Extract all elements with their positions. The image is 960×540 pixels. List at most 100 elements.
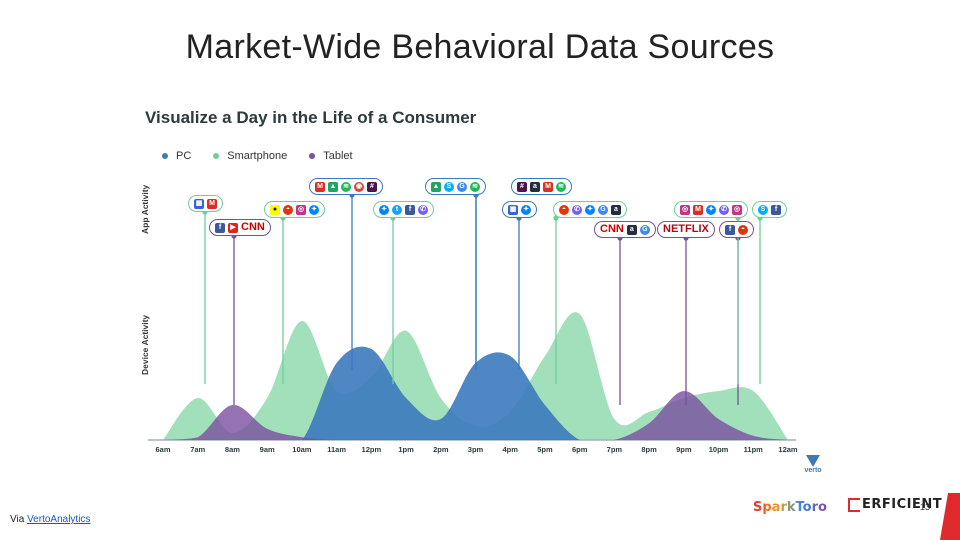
twitter-icon: t [392,204,402,215]
x-tick-label: 12am [778,445,798,454]
messenger-icon: ✦ [379,204,389,215]
app-callout-pill: ▦ M [188,195,223,212]
x-tick-label: 8pm [641,445,657,454]
app-callout-pill: ● ◓ ◎ ✦ [264,201,325,218]
chrome-icon: ◉ [354,181,364,192]
legend-item-pc: PC [162,150,191,162]
facebook-icon: f [725,224,735,235]
legend-label-smartphone: Smartphone [227,150,288,162]
legend-dot-pc [162,153,168,159]
spotify-icon: ≋ [341,181,351,192]
legend-dot-tablet [309,153,316,159]
x-tick-label: 8am [225,445,240,454]
amazon-icon: a [530,181,540,192]
verto-logo-mark [806,455,820,467]
netflix-logo: NETFLIX [663,223,709,235]
slack-icon: # [367,181,377,192]
legend-label-pc: PC [176,150,192,162]
facebook-icon: f [771,204,781,215]
x-tick-label: 2pm [433,445,449,454]
legend-item-tablet: Tablet [309,150,353,162]
viber-icon: ✆ [418,204,428,215]
legend-dot-smartphone [213,153,220,159]
cnn-logo: CNN [241,221,265,233]
calendar-icon: ▦ [194,198,204,209]
legend-label-tablet: Tablet [323,150,353,162]
messenger-icon: ✦ [585,204,595,215]
app-callout-pill: f ◓ [719,221,754,238]
snapchat-icon: ● [270,204,280,215]
verto-logo: verto [800,455,826,474]
facebook-icon: f [215,222,225,233]
skype-icon: S [758,204,768,215]
google-icon: G [457,181,467,192]
x-tick-label: 7am [190,445,205,454]
viber-icon: ✆ [719,204,729,215]
area-series-tablet [163,390,788,440]
source-link[interactable]: VertoAnalytics [27,514,91,525]
drive-icon: ▲ [431,181,441,192]
pokemon-icon: ◓ [283,204,293,215]
google-icon: G [598,204,608,215]
messenger-icon: ✦ [309,204,319,215]
google-icon: G [639,224,650,235]
legend-item-smartphone: Smartphone [213,150,287,162]
viber-icon: ✆ [572,204,582,215]
x-tick-label: 12pm [362,445,382,454]
x-tick-label: 10pm [709,445,729,454]
app-callout-pill: M ▲ ≋ ◉ # [309,178,383,195]
app-callout-pill: ✦ t f ✆ [373,201,434,218]
perficient-logo-text: ERFICIENT [862,497,943,512]
amazon-icon: a [611,204,621,215]
app-callout-pill: ▲ S G ≋ [425,178,486,195]
drive-icon: ▲ [328,181,338,192]
page-number: 13 [920,502,931,512]
messenger-icon: ✦ [706,204,716,215]
x-tick-label: 10am [292,445,312,454]
pokemon-icon: ◓ [559,204,569,215]
gmail-icon: M [315,181,325,192]
x-tick-label: 6pm [572,445,588,454]
app-callout-pill: NETFLIX [657,221,715,238]
app-callout-pill: # a M ≋ [511,178,572,195]
source-prefix: Via [10,514,28,525]
x-tick-label: 11am [327,445,346,454]
facebook-icon: f [405,204,415,215]
verto-logo-text: verto [804,467,822,474]
x-tick-label: 3pm [468,445,484,454]
x-tick-label: 11pm [744,445,764,454]
calendar-icon: ▦ [508,204,518,215]
gmail-icon: M [693,204,703,215]
slack-icon: # [517,181,527,192]
x-tick-label: 7pm [607,445,623,454]
perficient-logo-mark [848,497,860,512]
app-callout-pill: ◎ M ✦ ✆ ◎ [674,201,748,218]
app-callout-pill: CNN a G [594,221,656,238]
amazon-icon: a [626,224,637,235]
slide-title: Market-Wide Behavioral Data Sources [185,28,775,66]
x-tick-label: 5pm [537,445,553,454]
gmail-icon: M [207,198,217,209]
sparktoro-logo: SparkToro [753,500,827,515]
skype-icon: S [444,181,454,192]
sparktoro-logo-text: SparkToro [753,500,827,515]
x-tick-label: 6am [155,445,170,454]
spotify-icon: ≋ [556,181,566,192]
pokemon-icon: ◓ [738,224,748,235]
x-tick-label: 9pm [676,445,692,454]
gmail-icon: M [543,181,553,192]
instagram-icon: ◎ [296,204,306,215]
x-tick-label: 9am [260,445,275,454]
app-callout-pill: f ▶ CNN [209,219,271,236]
chart-legend: PC Smartphone Tablet [162,150,353,162]
perficient-logo: ERFICIENT [848,497,942,512]
cnn-logo: CNN [600,223,624,235]
spotify-icon: ≋ [470,181,480,192]
app-callout-pill: ▦ ✦ [502,201,537,218]
youtube-icon: ▶ [228,222,238,233]
source-credit: Via VertoAnalytics [10,514,90,525]
area-series-pc [163,346,788,440]
x-tick-label: 1pm [398,445,414,454]
